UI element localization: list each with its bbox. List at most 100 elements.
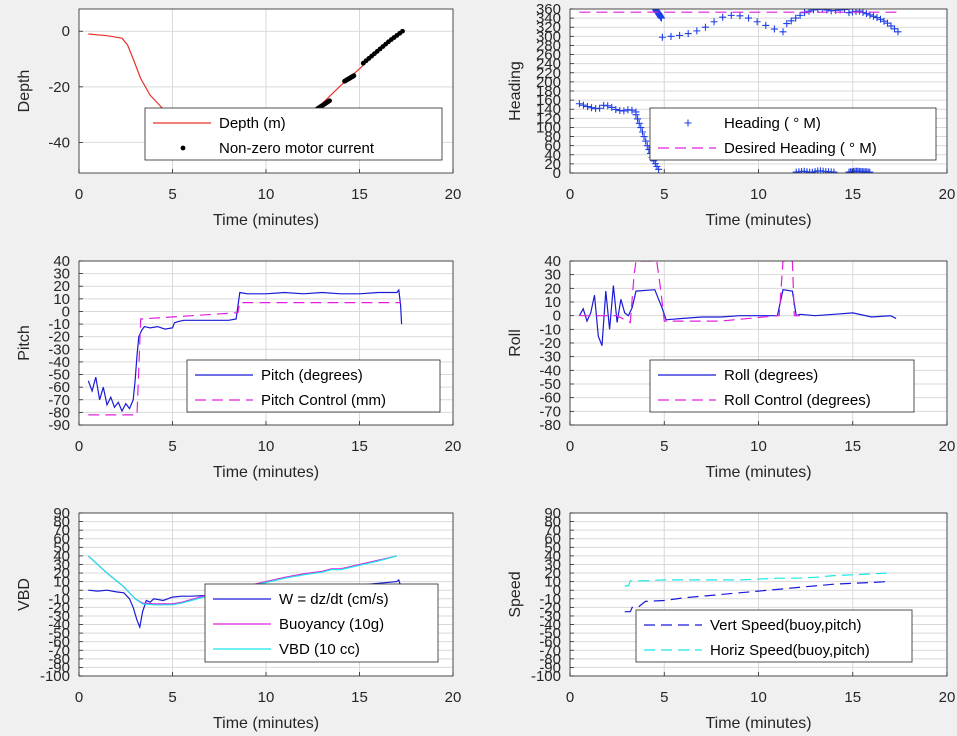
tick-label-y: 60 [544, 531, 561, 548]
tick-label-y: 50 [53, 539, 70, 556]
tick-label-x: 0 [75, 689, 83, 706]
data-point [783, 20, 791, 28]
x-axis-label: Time (minutes) [705, 212, 811, 229]
x-axis-label: Time (minutes) [213, 212, 319, 229]
tick-label-y: 260 [536, 47, 561, 64]
legend-entry: VBD (10 cc) [213, 641, 360, 658]
tick-label-y: -60 [539, 634, 561, 651]
tick-label-y: 0 [553, 308, 561, 325]
tick-label-y: 40 [53, 253, 70, 270]
tick-label-y: 140 [536, 101, 561, 118]
tick-label-y: 10 [544, 294, 561, 311]
data-point [873, 14, 881, 22]
x-axis-label: Time (minutes) [705, 464, 811, 481]
legend: Heading ( ° M) Desired Heading ( ° M) [649, 107, 937, 161]
data-point [818, 9, 826, 13]
legend-entry: Depth (m) [153, 115, 286, 132]
tick-label-y: -20 [539, 335, 561, 352]
x-axis-label: Time (minutes) [213, 464, 319, 481]
legend: Vert Speed(buoy,pitch) Horiz Speed(buoy,p… [635, 609, 913, 663]
tick-label-x: 0 [566, 689, 574, 706]
legend-entry: Roll Control (degrees) [658, 392, 871, 409]
tick-label-x: 15 [351, 186, 368, 203]
tick-label-x: 10 [750, 186, 767, 203]
tick-label-y: 40 [544, 548, 561, 565]
data-point [862, 10, 870, 18]
data-point [779, 28, 787, 36]
data-point [693, 27, 701, 35]
tick-label-y: 30 [544, 267, 561, 284]
data-point [719, 13, 727, 21]
data-point [710, 18, 718, 26]
legend-label: Pitch (degrees) [261, 367, 363, 384]
tick-label-y: 80 [53, 514, 70, 531]
data-point [584, 103, 592, 111]
tick-label-y: -80 [48, 404, 70, 421]
legend-label: Vert Speed(buoy,pitch) [710, 617, 861, 634]
tick-label-y: -10 [48, 591, 70, 608]
tick-label-y: -90 [539, 659, 561, 676]
tick-label-x: 5 [168, 186, 176, 203]
tick-label-y: 280 [536, 37, 561, 54]
legend-box [649, 359, 915, 413]
data-point [869, 12, 877, 20]
y-axis-label: VBD [16, 578, 33, 611]
tick-label-y: 90 [544, 505, 561, 522]
legend-box [649, 107, 937, 161]
tick-label-x: 5 [168, 438, 176, 455]
data-point [676, 31, 684, 39]
tick-label-y: -80 [539, 417, 561, 434]
tick-label-y: -40 [539, 362, 561, 379]
data-point [628, 106, 636, 114]
tick-label-y: -20 [539, 599, 561, 616]
tick-label-y: -60 [48, 634, 70, 651]
tick-label-y: -60 [539, 390, 561, 407]
tick-label-y: -20 [48, 599, 70, 616]
tick-label-x: 15 [351, 438, 368, 455]
legend-marker [180, 145, 186, 151]
legend-box [635, 609, 913, 663]
tick-label-y: -70 [48, 642, 70, 659]
legend-entry: Pitch (degrees) [195, 367, 363, 384]
tick-label-y: -80 [539, 651, 561, 668]
legend-entry: Heading ( ° M) [684, 115, 821, 132]
tick-label-x: 15 [351, 689, 368, 706]
legend-label: Desired Heading ( ° M) [724, 140, 877, 157]
data-point [604, 102, 612, 110]
series-2-line [579, 261, 800, 324]
tick-label-y: -40 [48, 354, 70, 371]
data-point [351, 73, 357, 79]
legend-entry: W = dz/dt (cm/s) [213, 591, 389, 608]
tick-label-y: 10 [53, 574, 70, 591]
tick-label-y: -10 [539, 321, 561, 338]
tick-label-y: -10 [48, 316, 70, 333]
x-axis-label: Time (minutes) [705, 715, 811, 732]
tick-label-y: -50 [539, 376, 561, 393]
legend-label: Heading ( ° M) [724, 115, 821, 132]
y-axis-label: Depth [16, 70, 33, 113]
tick-label-y: -90 [48, 659, 70, 676]
subplot-5: 0 5 10 15 209080706050403020100-10-20-30-40-… [16, 505, 461, 732]
tick-label-y: 60 [544, 138, 561, 155]
series-2-line [88, 302, 401, 416]
tick-label-y: -50 [48, 625, 70, 642]
data-point [855, 9, 863, 15]
x-axis-label: Time (minutes) [213, 715, 319, 732]
tick-label-y: 0 [553, 582, 561, 599]
tick-label-y: -70 [539, 642, 561, 659]
data-point [845, 9, 853, 17]
tick-label-y: -80 [48, 651, 70, 668]
tick-label-y: -90 [48, 417, 70, 434]
tick-label-x: 10 [258, 186, 275, 203]
data-point [634, 115, 642, 123]
data-point [787, 17, 795, 25]
tick-label-y: 80 [544, 514, 561, 531]
tick-label-y: 20 [544, 565, 561, 582]
data-point [792, 14, 800, 22]
tick-label-x: 20 [445, 689, 462, 706]
tick-label-y: 200 [536, 74, 561, 91]
data-point [796, 11, 804, 19]
tick-label-x: 10 [258, 438, 275, 455]
data-point [575, 100, 583, 108]
